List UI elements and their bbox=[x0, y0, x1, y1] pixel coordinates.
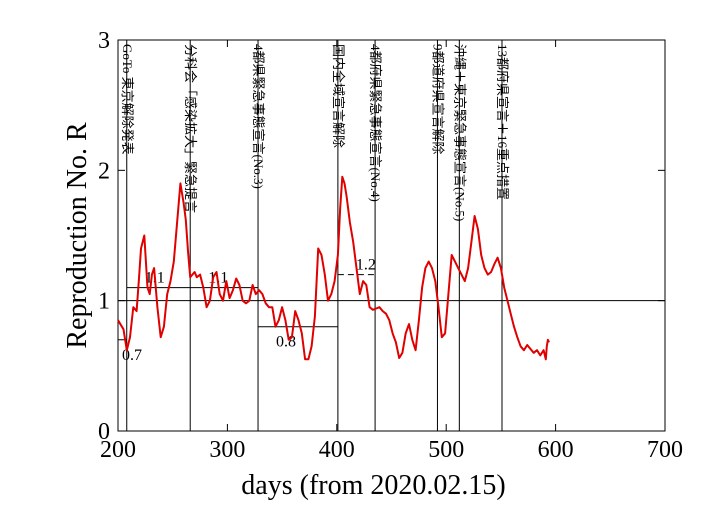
y-tick-label: 2 bbox=[98, 158, 110, 184]
mean-segment-label: 0.8 bbox=[276, 334, 296, 351]
series-layer bbox=[117, 175, 550, 361]
event-marker-label: 分科会「感染拡大」緊急提言 bbox=[183, 44, 198, 213]
x-axis-title: days (from 2020.02.15) bbox=[241, 470, 505, 501]
event-marker-label: 国内全域宣言解除 bbox=[331, 44, 346, 148]
event-marker-label: 9都道府県宣言解除 bbox=[430, 44, 445, 155]
mean-segment-label: 0.7 bbox=[122, 347, 142, 364]
y-tick-label: 0 bbox=[98, 419, 110, 445]
axis-tick-layer: 200 300 400 500 600 700 0 1 2 3 bbox=[98, 28, 683, 463]
event-marker-layer: GoTo 東京解除発表 分科会「感染拡大」緊急提言 4都県緊急事態宣言(No.3) 国… bbox=[120, 40, 510, 431]
event-marker-label: 沖縄＋東京緊急事態宣言(No.5) bbox=[452, 44, 467, 221]
event-marker-label: GoTo 東京解除発表 bbox=[120, 44, 135, 155]
r-series-line bbox=[117, 175, 550, 361]
plot-area-frame bbox=[117, 39, 666, 432]
x-tick-label: 300 bbox=[209, 437, 245, 463]
y-tick-label: 1 bbox=[98, 289, 110, 315]
x-tick-label: 500 bbox=[428, 437, 464, 463]
mean-segment-layer: 0.71.1 1.10.81.2 bbox=[118, 257, 376, 364]
event-marker-label: 13都府県宣言＋16重点措置 bbox=[495, 44, 510, 200]
x-tick-label: 200 bbox=[100, 437, 136, 463]
y-axis-title: Reproduction No. R bbox=[62, 122, 93, 349]
mean-segment-label: 1.2 bbox=[356, 257, 376, 274]
event-marker-label: 4都県緊急事態宣言(No.3) bbox=[251, 44, 266, 189]
x-tick-label: 600 bbox=[538, 437, 574, 463]
x-tick-label: 400 bbox=[319, 437, 355, 463]
x-tick-label: 700 bbox=[647, 437, 683, 463]
event-marker-label: 4都府県緊急事態宣言(No.4) bbox=[368, 44, 383, 202]
y-tick-label: 3 bbox=[98, 28, 110, 54]
